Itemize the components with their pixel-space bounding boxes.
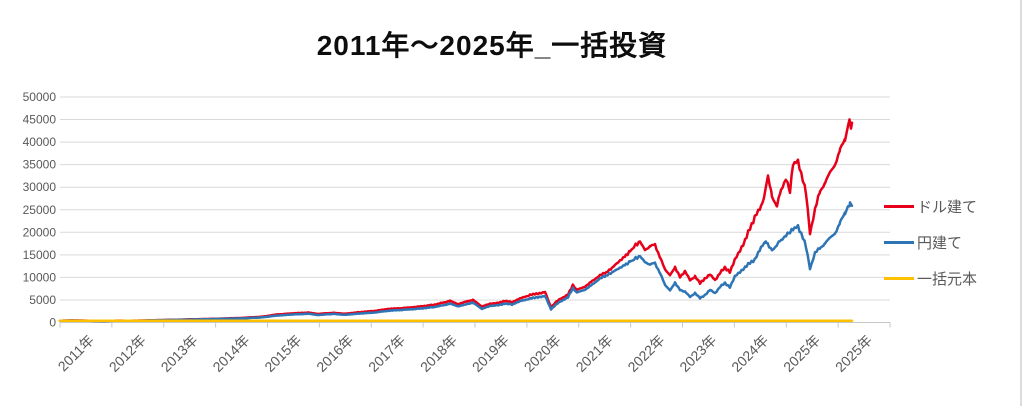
svg-text:2023年: 2023年 (676, 332, 719, 375)
chart-title: 2011年～2025年_一括投資 (316, 30, 668, 61)
legend-label-yen: 円建て (917, 235, 963, 252)
svg-text:2012年: 2012年 (106, 332, 149, 375)
svg-text:40000: 40000 (23, 135, 57, 149)
svg-text:2022年: 2022年 (624, 332, 667, 375)
svg-text:50000: 50000 (23, 90, 57, 104)
svg-text:2017年: 2017年 (365, 332, 408, 375)
svg-text:15000: 15000 (23, 248, 57, 262)
legend-item-principal: 一括元本 (884, 268, 977, 289)
legend-line-swatch-yen-icon (884, 241, 914, 244)
svg-text:2018年: 2018年 (417, 332, 460, 375)
svg-text:2025年: 2025年 (780, 332, 823, 375)
legend-label-principal: 一括元本 (917, 271, 978, 288)
legend-item-dollar: ドル建て (884, 196, 977, 217)
svg-text:25000: 25000 (23, 203, 57, 217)
legend-label-dollar: ドル建て (917, 199, 978, 216)
svg-text:2014年: 2014年 (209, 332, 252, 375)
svg-text:2011年: 2011年 (55, 332, 98, 375)
svg-text:2024年: 2024年 (728, 332, 771, 375)
svg-text:35000: 35000 (23, 158, 57, 172)
svg-text:2019年: 2019年 (469, 332, 512, 375)
svg-text:2016年: 2016年 (313, 332, 356, 375)
legend-item-yen: 円建て (884, 232, 977, 253)
legend-line-swatch-dollar-icon (884, 205, 914, 208)
svg-text:2025年: 2025年 (832, 332, 875, 375)
svg-text:0: 0 (49, 316, 56, 330)
svg-text:2015年: 2015年 (261, 332, 304, 375)
svg-text:30000: 30000 (23, 180, 57, 194)
svg-text:5000: 5000 (29, 293, 56, 307)
svg-text:45000: 45000 (23, 113, 57, 127)
svg-text:2020年: 2020年 (521, 332, 564, 375)
legend: ドル建て 円建て 一括元本 (884, 196, 977, 289)
svg-text:20000: 20000 (23, 225, 57, 239)
svg-text:2021年: 2021年 (573, 332, 616, 375)
svg-text:10000: 10000 (23, 270, 57, 284)
svg-text:2013年: 2013年 (158, 332, 201, 375)
legend-line-swatch-principal-icon (884, 277, 914, 280)
